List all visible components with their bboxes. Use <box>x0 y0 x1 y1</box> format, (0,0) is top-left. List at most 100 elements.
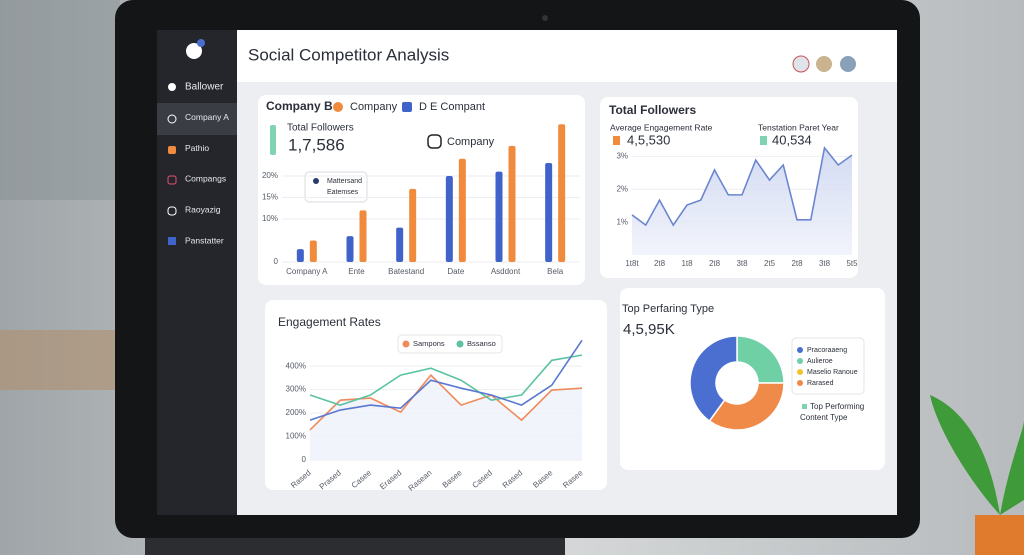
legend-label: D E Compant <box>419 101 485 113</box>
camera <box>542 15 548 21</box>
stat-value: 4,5,530 <box>627 132 670 147</box>
y-tick-label: 15% <box>262 193 278 202</box>
legend-label: Pracoraaeng <box>807 347 847 354</box>
nav-item[interactable]: Raoyazig <box>185 204 221 214</box>
bar <box>508 145 516 262</box>
tooltip <box>304 171 368 203</box>
x-tick-label: Asddont <box>491 267 521 276</box>
avatar[interactable] <box>792 55 810 73</box>
y-tick-label: 200% <box>286 408 306 417</box>
logo <box>186 43 202 59</box>
icon <box>168 237 176 245</box>
x-tick-label: 2t8 <box>654 259 666 268</box>
bar <box>409 188 417 262</box>
y-tick-label: 10% <box>262 214 278 223</box>
pie-slice <box>689 335 738 423</box>
sidebar-bg <box>157 30 237 515</box>
panel-title: Company B <box>266 99 333 113</box>
legend-label: Sampons <box>413 339 445 348</box>
legend-swatch <box>797 347 803 353</box>
x-tick-label: Batestand <box>388 267 424 276</box>
y-tick-label: 0 <box>302 455 307 464</box>
line <box>631 146 853 227</box>
legend-box <box>791 337 865 395</box>
stat-swatch <box>760 136 767 145</box>
tooltip-line: Eatemses <box>327 189 359 196</box>
window-blur <box>0 0 120 200</box>
line <box>309 339 583 421</box>
nav-item[interactable]: Company A <box>185 112 229 122</box>
y-tick-label: 2% <box>616 184 628 193</box>
x-tick-label: 1t8t <box>625 259 639 268</box>
x-tick-label: 2t5 <box>764 259 776 268</box>
area <box>632 147 852 255</box>
x-tick-label: Date <box>447 267 464 276</box>
x-tick-label: Bela <box>547 267 564 276</box>
badge: Company <box>447 136 495 148</box>
nav-item[interactable]: Panstatter <box>185 235 224 245</box>
bar <box>558 124 566 262</box>
stat-label: Tenstation Paret Year <box>758 122 839 132</box>
x-tick-label: 2t8 <box>709 259 721 268</box>
panel <box>258 95 585 285</box>
icon <box>168 146 176 154</box>
nav-item[interactable]: Compangs <box>185 174 226 184</box>
y-tick-label: 300% <box>286 385 306 394</box>
bar <box>445 175 453 262</box>
y-tick-label: 400% <box>286 361 306 370</box>
icon <box>167 114 177 124</box>
x-tick-label: 3t8 <box>819 259 831 268</box>
legend-label: Bssanso <box>467 339 496 348</box>
sidebar: Ballower Company A Pathio Compangs Raoyazig P… <box>157 30 237 515</box>
y-tick-label: 20% <box>262 171 278 180</box>
bar <box>545 163 553 262</box>
pie-slice <box>708 382 785 431</box>
legend-swatch <box>797 358 803 364</box>
plant-leaves <box>930 395 1024 515</box>
x-tick-label: 5t5 <box>846 259 858 268</box>
x-tick-label: Company A <box>286 267 328 276</box>
instagram-icon <box>427 134 442 149</box>
line <box>309 373 583 431</box>
avatar[interactable] <box>816 56 832 72</box>
page-title: Social Competitor Analysis <box>248 45 449 64</box>
legend-swatch <box>456 340 464 348</box>
stat-label: Average Engagement Rate <box>610 122 713 132</box>
y-tick-label: 0 <box>274 257 279 266</box>
nav-item[interactable]: Ballower <box>185 82 224 93</box>
bar <box>458 158 466 262</box>
legend-swatch <box>402 340 410 348</box>
stat-value: 1,7,586 <box>288 135 345 154</box>
line <box>309 354 583 406</box>
legend-label: Rarased <box>807 380 834 387</box>
legend-swatch <box>797 369 803 375</box>
x-tick-label: 2t8 <box>791 259 803 268</box>
header-bar <box>237 30 897 82</box>
legend-swatch <box>797 380 803 386</box>
panel <box>620 288 885 470</box>
plant-pot <box>975 515 1024 555</box>
icon <box>167 175 177 185</box>
bar <box>346 236 354 262</box>
stat-value: 40,534 <box>772 132 812 147</box>
icon <box>167 206 177 216</box>
legend-label: Aulieroe <box>807 358 833 365</box>
panel-title: Engagement Rates <box>278 315 381 329</box>
y-tick-label: 3% <box>616 152 628 161</box>
logo-dot <box>197 39 205 47</box>
icon <box>168 83 176 91</box>
avatar[interactable] <box>840 56 856 72</box>
bar <box>359 210 367 262</box>
tooltip-line: Mattersand <box>327 178 362 185</box>
nav-item[interactable]: Pathio <box>185 143 209 153</box>
note: Content Type <box>800 413 848 422</box>
bar <box>309 240 317 262</box>
panel-value: 4,5,95K <box>623 321 675 338</box>
x-tick-label: 1t8 <box>681 259 693 268</box>
panel-title: Top Perfaring Type <box>622 303 714 315</box>
y-tick-label: 100% <box>286 432 306 441</box>
legend-box <box>397 334 503 354</box>
active-item[interactable] <box>157 103 237 135</box>
panel-title: Total Followers <box>609 103 696 117</box>
